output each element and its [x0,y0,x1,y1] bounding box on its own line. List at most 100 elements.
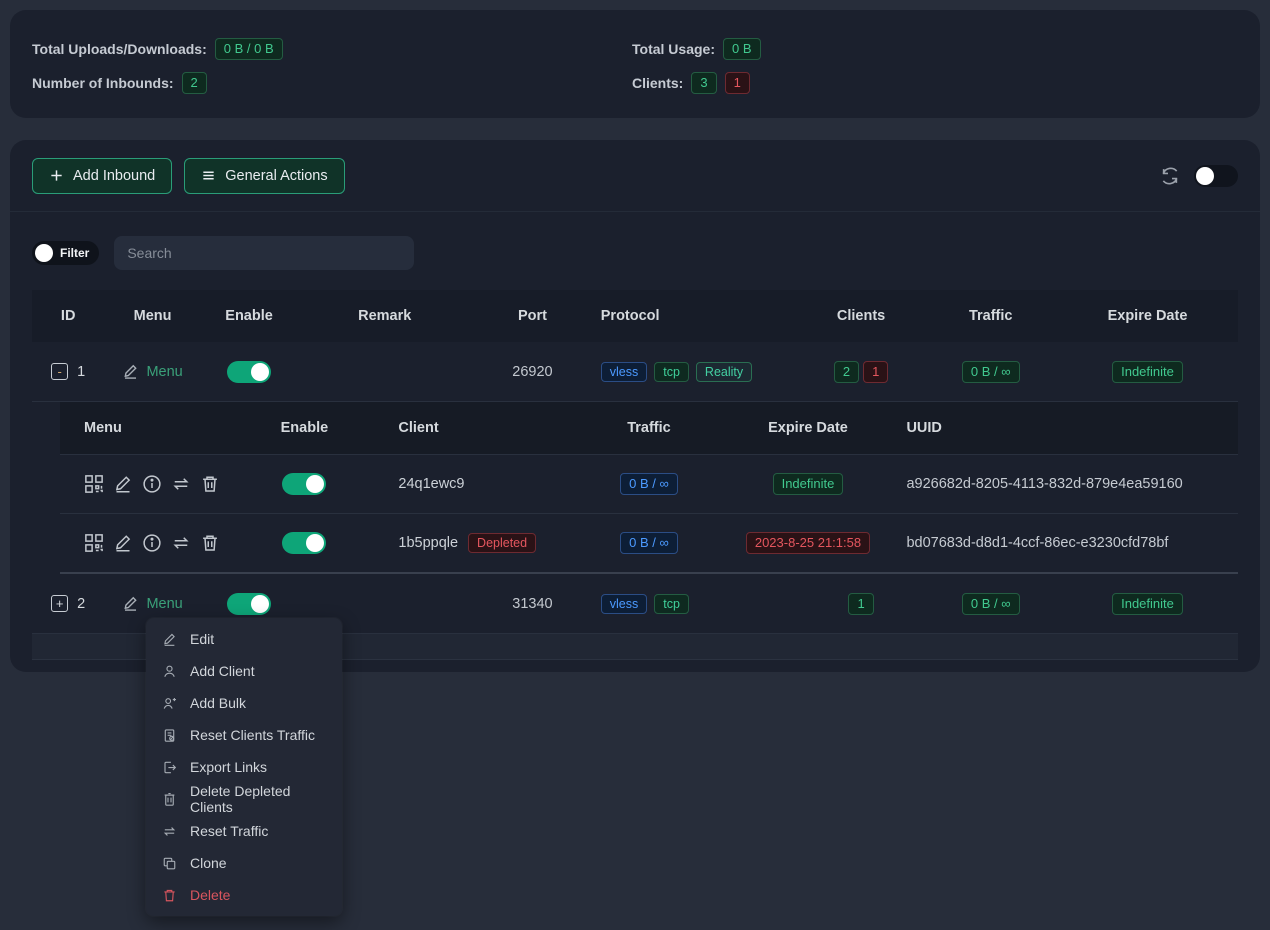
header-traffic: Traffic [968,308,1013,324]
inbound-menu-link[interactable]: Menu [122,595,183,612]
depleted-tag: Depleted [468,533,537,553]
inbound-port: 31340 [512,595,553,612]
menu-item-edit[interactable]: Edit [146,623,342,655]
client-row-2: 1b5ppqle Depleted 0 B / ∞ 2023-8-25 21:1… [60,513,1238,572]
menu-item-label: Delete [190,887,231,903]
trash-icon[interactable] [200,474,220,494]
add-inbound-button[interactable]: Add Inbound [32,157,173,194]
menu-item-label: Edit [190,631,215,647]
clients-label: Clients: [632,75,684,91]
header-id: ID [60,308,76,324]
header-uuid: UUID [906,420,942,436]
menu-item-label: Add Bulk [190,695,247,711]
client-expire-badge: Indefinite [772,473,844,495]
header-remark: Remark [358,308,412,324]
qr-code-icon[interactable] [84,474,104,494]
header-menu: Menu [84,420,122,436]
expand-row-button[interactable]: + [51,595,69,612]
menu-item-export-links[interactable]: Export Links [146,751,342,783]
header-enable: Enable [280,420,329,436]
protocol-tag-reality: Reality [695,361,753,382]
trash-icon [164,889,175,901]
client-traffic-badge: 0 B / ∞ [620,473,678,495]
pencil-icon [124,364,138,379]
menu-item-reset-clients-traffic[interactable]: Reset Clients Traffic [146,719,342,751]
general-actions-label: General Actions [225,167,328,184]
inbound-row-1: - 1 Menu 26920 vless tcp Reality 2 [32,342,1238,402]
usage-value-badge: 0 B [722,38,761,60]
refresh-icon[interactable] [1160,166,1180,186]
filter-row: Filter [10,212,1260,270]
stat-clients: Clients: 3 1 [632,70,1238,96]
user-add-icon [164,665,175,677]
clone-icon [163,857,176,869]
inbound-enable-toggle[interactable] [227,360,272,383]
filter-toggle-knob [35,244,53,262]
header-traffic: Traffic [627,420,671,436]
header-enable: Enable [225,308,273,324]
plus-icon [51,170,62,181]
client-enable-toggle[interactable] [282,473,327,495]
repeat-icon [163,826,176,836]
auto-refresh-toggle[interactable] [1194,164,1238,187]
search-input[interactable] [114,236,415,270]
menu-item-delete[interactable]: Delete [146,879,342,911]
menu-item-add-bulk[interactable]: Add Bulk [146,687,342,719]
menu-item-reset-traffic[interactable]: Reset Traffic [146,815,342,847]
usage-label: Total Usage: [632,41,715,57]
client-traffic-badge: 0 B / ∞ [620,532,678,554]
menu-item-label: Reset Clients Traffic [190,727,316,743]
pencil-icon [124,596,138,611]
edit-pencil-icon[interactable] [113,474,133,494]
menu-item-label: Reset Traffic [190,823,269,839]
clients-subtable: Menu Enable Client Traffic Expire Date U… [60,402,1238,574]
inbound-id: 2 [77,595,86,612]
edit-pencil-icon[interactable] [113,533,133,553]
client-name: 24q1ewc9 [398,476,465,492]
menu-item-label: Export Links [190,759,268,775]
info-icon[interactable] [142,474,162,494]
trash-icon[interactable] [200,533,220,553]
info-icon[interactable] [142,533,162,553]
header-client: Client [398,420,439,436]
traffic-badge: 0 B / ∞ [961,360,1020,383]
inbound-row-2: + 2 Menu 31340 vless tcp 1 0 B / ∞ [32,574,1238,634]
client-enable-toggle[interactable] [282,532,327,554]
export-icon [164,761,177,773]
reset-traffic-icon[interactable] [171,474,191,494]
inbound-menu-label: Menu [146,363,183,380]
clients-active-badge: 3 [691,72,717,94]
stat-uploads-downloads: Total Uploads/Downloads: 0 B / 0 B [32,36,632,62]
protocol-tag-tcp: tcp [654,361,689,382]
inbounds-value-badge: 2 [181,72,207,94]
clients-active-badge: 2 [833,360,860,383]
reset-traffic-icon[interactable] [171,533,191,553]
inbound-context-menu: Edit Add Client Add Bulk Reset Clients T… [146,618,342,916]
filter-toggle[interactable]: Filter [32,241,100,265]
toggle-knob [306,475,325,493]
menu-item-clone[interactable]: Clone [146,847,342,879]
inbound-enable-toggle[interactable] [227,592,272,615]
inbound-menu-link[interactable]: Menu [122,363,183,380]
client-row-1: 24q1ewc9 0 B / ∞ Indefinite a926682d-820… [60,454,1238,513]
hamburger-icon [203,171,214,180]
stat-total-usage: Total Usage: 0 B [632,36,1238,62]
menu-item-add-client[interactable]: Add Client [146,655,342,687]
toolbar: Add Inbound General Actions [10,140,1260,212]
toggle-knob [306,534,325,552]
menu-item-delete-depleted-clients[interactable]: Delete Depleted Clients [146,783,342,815]
uploads-value-badge: 0 B / 0 B [214,38,283,60]
clients-depleted-badge: 1 [863,360,889,383]
stat-inbounds-count: Number of Inbounds: 2 [32,70,632,96]
inbounds-label: Number of Inbounds: [32,75,174,91]
clients-depleted-badge: 1 [724,72,750,94]
protocol-tag-vless: vless [600,593,648,614]
general-actions-button[interactable]: General Actions [184,157,345,194]
header-menu: Menu [133,308,172,324]
qr-code-icon[interactable] [84,533,104,553]
collapse-row-button[interactable]: - [51,363,69,380]
users-add-icon [163,697,176,709]
inbounds-table: ID Menu Enable Remark Port Protocol Clie… [32,290,1238,674]
header-port: Port [517,308,547,324]
client-uuid: bd07683d-d8d1-4ccf-86ec-e3230cfd78bf [906,535,1169,551]
